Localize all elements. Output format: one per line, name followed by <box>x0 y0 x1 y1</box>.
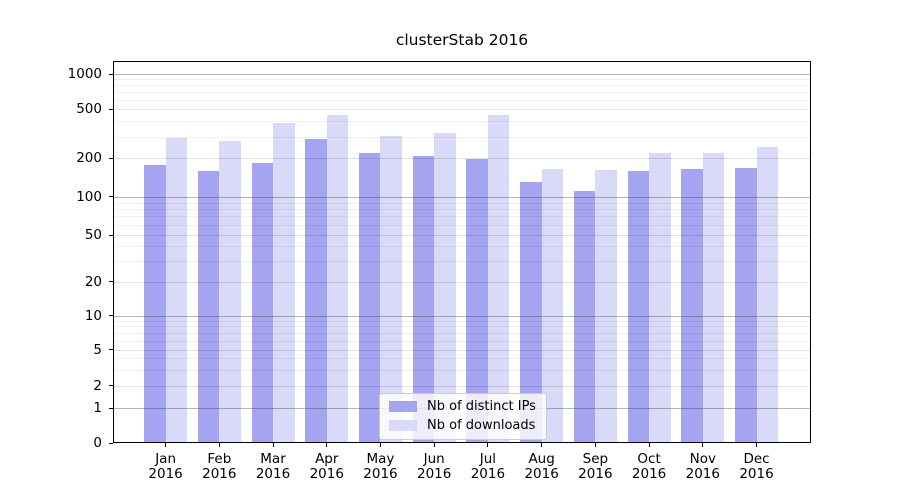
y-tick-label: 1 <box>93 400 102 417</box>
x-tick-label: Nov 2016 <box>685 451 720 482</box>
y-tick-mark <box>109 196 114 198</box>
bar-distinct-ips-sep <box>573 191 596 444</box>
y-tick-mark <box>109 281 114 282</box>
legend-label: Nb of distinct IPs <box>427 399 536 415</box>
x-tick-mark <box>379 443 381 448</box>
bar-downloads-feb <box>219 141 241 444</box>
legend: Nb of distinct IPs Nb of downloads <box>379 392 547 440</box>
y-tick-mark <box>109 349 114 350</box>
y-tick-label: 500 <box>76 101 102 118</box>
gridline <box>114 109 811 111</box>
y-tick-mark <box>109 442 114 444</box>
bar-downloads-dec <box>756 147 779 444</box>
x-tick-label: May 2016 <box>363 451 398 482</box>
x-tick-mark <box>756 443 758 448</box>
y-tick-mark <box>109 407 114 409</box>
gridline <box>114 79 811 81</box>
bar-downloads-nov <box>702 152 725 444</box>
y-tick-mark <box>109 315 114 316</box>
bar-downloads-sep <box>595 169 617 444</box>
x-tick-mark <box>326 443 328 448</box>
bar-distinct-ips-apr <box>305 138 327 444</box>
gridline <box>114 74 811 75</box>
bar-distinct-ips-dec <box>735 167 757 444</box>
x-tick-mark <box>594 443 596 448</box>
bar-distinct-ips-oct <box>627 171 650 444</box>
bar-downloads-jul <box>487 114 510 444</box>
gridline <box>114 136 811 138</box>
y-tick-label: 10 <box>84 307 102 324</box>
x-tick-mark <box>165 443 167 448</box>
gridline <box>114 85 811 87</box>
x-tick-mark <box>487 443 489 448</box>
x-tick-mark <box>218 443 220 448</box>
y-tick-label: 1000 <box>67 66 102 82</box>
x-tick-mark <box>702 443 704 448</box>
y-tick-label: 200 <box>76 150 102 167</box>
y-tick-label: 100 <box>76 188 102 205</box>
bar-distinct-ips-aug <box>520 182 542 444</box>
x-tick-label: Aug 2016 <box>524 451 559 482</box>
x-tick-label: Mar 2016 <box>255 451 291 482</box>
y-tick-mark <box>109 73 114 75</box>
bar-distinct-ips-mar <box>251 162 274 444</box>
bar-downloads-jan <box>165 138 188 444</box>
bar-distinct-ips-jul <box>466 159 488 444</box>
gridline <box>114 100 811 101</box>
x-tick-mark <box>648 443 650 448</box>
bar-distinct-ips-jun <box>412 156 435 444</box>
bar-distinct-ips-feb <box>197 170 220 444</box>
legend-swatch-distinct-ips <box>389 401 417 413</box>
y-tick-mark <box>109 108 114 110</box>
legend-label: Nb of downloads <box>427 418 536 434</box>
x-tick-label: Jun 2016 <box>417 451 452 482</box>
legend-item: Nb of downloads <box>389 418 536 434</box>
bar-downloads-jun <box>434 132 456 444</box>
x-tick-mark <box>541 443 543 448</box>
y-tick-label: 50 <box>84 227 102 243</box>
x-tick-label: Sep 2016 <box>578 451 613 482</box>
chart-title: clusterStab 2016 <box>395 31 529 49</box>
y-tick-label: 5 <box>93 341 102 358</box>
x-tick-label: Oct 2016 <box>631 451 667 482</box>
gridline <box>114 121 811 123</box>
x-tick-mark <box>433 443 435 448</box>
x-tick-label: Apr 2016 <box>309 451 344 482</box>
y-tick-label: 0 <box>93 435 102 452</box>
bar-downloads-mar <box>273 122 295 444</box>
gridline <box>114 92 811 94</box>
y-tick-label: 2 <box>93 377 102 394</box>
bar-downloads-may <box>380 135 402 444</box>
bar-distinct-ips-jan <box>144 164 166 444</box>
x-tick-label: Jul 2016 <box>470 451 506 482</box>
legend-swatch-downloads <box>389 420 417 432</box>
legend-item: Nb of distinct IPs <box>389 399 536 415</box>
x-tick-label: Dec 2016 <box>739 451 774 482</box>
bar-distinct-ips-may <box>358 153 381 444</box>
y-tick-label: 20 <box>84 273 102 290</box>
bar-downloads-oct <box>649 153 671 444</box>
x-tick-label: Feb 2016 <box>202 451 237 482</box>
bar-distinct-ips-nov <box>681 168 703 444</box>
bar-downloads-apr <box>326 114 349 444</box>
x-tick-mark <box>272 443 274 448</box>
y-tick-mark <box>109 234 114 236</box>
x-tick-label: Jan 2016 <box>148 451 183 482</box>
y-tick-mark <box>109 157 114 159</box>
bar-downloads-aug <box>541 169 564 444</box>
y-tick-mark <box>109 385 114 387</box>
